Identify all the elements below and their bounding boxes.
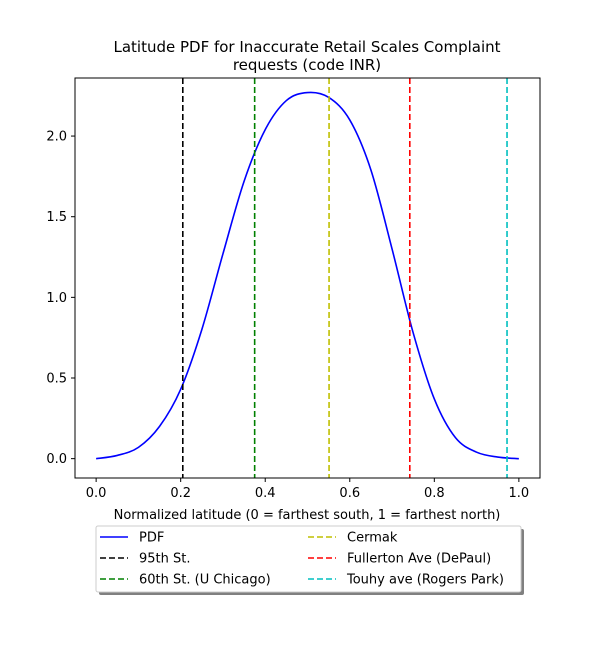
x-tick-label: 0.0 — [86, 486, 107, 501]
legend-label: 60th St. (U Chicago) — [139, 573, 271, 588]
legend: PDF 95th St. 60th St. (U Chicago) Cermak Ful… — [95, 525, 524, 595]
legend-box — [95, 525, 522, 593]
y-tick-label: 0.5 — [46, 372, 67, 387]
x-tick-label: 0.8 — [424, 486, 445, 501]
x-tick-label: 1.0 — [509, 486, 530, 501]
y-tick-label: 0.0 — [46, 452, 67, 467]
legend-label: Touhy ave (Rogers Park) — [346, 573, 504, 588]
legend-label: Cermak — [347, 531, 398, 546]
x-tick-label: 0.2 — [170, 486, 191, 501]
legend-label: PDF — [139, 531, 164, 546]
x-tick-label: 0.4 — [255, 486, 276, 501]
y-tick-label: 1.5 — [46, 210, 67, 225]
y-tick-label: 2.0 — [46, 130, 67, 145]
y-tick-label: 1.0 — [46, 291, 67, 306]
axis-ticks: 0.0 0.2 0.4 0.6 0.8 1.0 0.0 0.5 1.0 1.5 2.0 — [46, 130, 529, 501]
x-axis-label: Normalized latitude (0 = farthest south,… — [114, 508, 501, 523]
chart-title-line-2: requests (code INR) — [233, 56, 381, 74]
axes-frame — [74, 77, 541, 479]
plot-area — [74, 77, 541, 479]
legend-label: 95th St. — [139, 552, 191, 567]
x-tick-label: 0.6 — [339, 486, 360, 501]
chart-title-line-1: Latitude PDF for Inaccurate Retail Scale… — [113, 38, 500, 56]
pdf-series-line — [96, 91, 519, 460]
legend-label: Fullerton Ave (DePaul) — [347, 552, 491, 567]
